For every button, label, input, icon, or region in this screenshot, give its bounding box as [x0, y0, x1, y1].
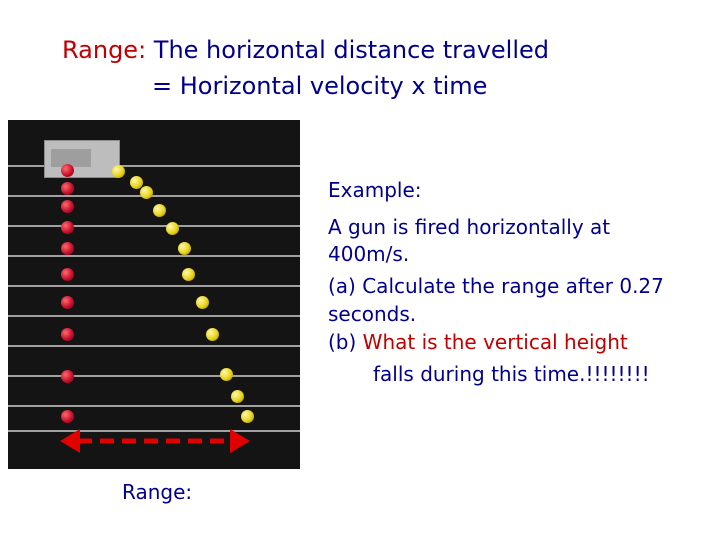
- launched-ball: [153, 204, 166, 217]
- grid-line: [8, 405, 300, 407]
- dropped-ball: [61, 268, 74, 281]
- grid-line: [8, 195, 300, 197]
- example-line: A gun is fired horizontally at: [328, 215, 611, 239]
- launched-ball: [241, 410, 254, 423]
- example-heading: Example:: [328, 178, 422, 202]
- range-label: Range:: [122, 480, 193, 504]
- range-arrow: [60, 429, 250, 453]
- dropped-ball: [61, 328, 74, 341]
- grid-line: [8, 165, 300, 167]
- dropped-ball: [61, 200, 74, 213]
- launched-ball: [130, 176, 143, 189]
- example-line: (a) Calculate the range after 0.27: [328, 274, 664, 298]
- launched-ball: [112, 165, 125, 178]
- launched-ball: [196, 296, 209, 309]
- example-line: 400m/s.: [328, 242, 410, 266]
- dropped-ball: [61, 370, 74, 383]
- example-line-b: (b) What is the vertical height: [328, 330, 628, 354]
- grid-line: [8, 375, 300, 377]
- grid-line: [8, 255, 300, 257]
- dropped-ball: [61, 164, 74, 177]
- launched-ball: [178, 242, 191, 255]
- launched-ball: [140, 186, 153, 199]
- projectile-photo: [8, 120, 300, 469]
- launcher-device: [44, 140, 120, 178]
- grid-line: [8, 430, 300, 432]
- example-part-b-question: What is the vertical height: [362, 330, 628, 354]
- launched-ball: [231, 390, 244, 403]
- grid-line: [8, 315, 300, 317]
- title-term: Range:: [62, 36, 147, 64]
- example-line: seconds.: [328, 302, 417, 326]
- title-line-1: Range: The horizontal distance travelled: [62, 36, 549, 64]
- dropped-ball: [61, 182, 74, 195]
- grid-line: [8, 225, 300, 227]
- grid-line: [8, 345, 300, 347]
- example-part-b-prefix: (b): [328, 330, 363, 354]
- launched-ball: [206, 328, 219, 341]
- example-line: falls during this time.!!!!!!!!: [373, 362, 650, 386]
- grid-line: [8, 285, 300, 287]
- title-line-2: = Horizontal velocity x time: [152, 72, 488, 100]
- launched-ball: [166, 222, 179, 235]
- dropped-ball: [61, 242, 74, 255]
- dropped-ball: [61, 221, 74, 234]
- dropped-ball: [61, 410, 74, 423]
- launched-ball: [182, 268, 195, 281]
- title-definition: The horizontal distance travelled: [146, 36, 549, 64]
- launched-ball: [220, 368, 233, 381]
- dropped-ball: [61, 296, 74, 309]
